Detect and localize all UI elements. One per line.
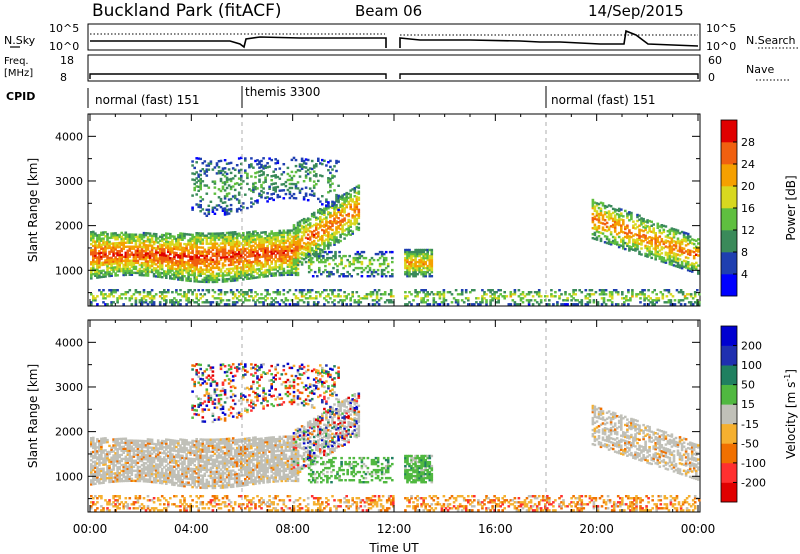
colorbar-tick-label: 24	[741, 158, 755, 171]
nsky-label: N.Sky	[4, 34, 36, 47]
cpid-segment-label: normal (fast) 151	[95, 93, 199, 107]
x-tick-label: 16:00	[478, 522, 513, 536]
colorbar-swatch	[721, 230, 737, 253]
colorbar-swatch	[721, 164, 737, 187]
freq-label: Freq.	[4, 56, 29, 67]
cpid-segment-label: normal (fast) 151	[551, 93, 655, 107]
colorbar-swatch	[721, 423, 737, 444]
colorbar-tick-label: 15	[741, 398, 755, 411]
colorbar-tick-label: -50	[741, 437, 759, 450]
colorbar-label: Velocity [m s-1]	[783, 369, 798, 459]
colorbar-swatch	[721, 326, 737, 346]
y-tick-label: 4000	[55, 336, 83, 349]
nsearch-label: N.Search	[746, 34, 796, 47]
freq-tick-bottom: 8	[60, 71, 67, 84]
y-tick-label: 4000	[55, 130, 83, 143]
y-tick-label: 1000	[55, 470, 83, 483]
scatter-cells	[90, 156, 701, 306]
nsearch-tick-top: 10^5	[706, 22, 736, 35]
colorbar-swatch	[721, 186, 737, 209]
nave-tick-bottom: 0	[708, 71, 715, 84]
time-axis: 00:00 04:00 08:00 12:00 16:00 20:00 00:00	[73, 522, 716, 536]
colorbar-swatch	[721, 274, 737, 297]
colorbar-label: Power [dB]	[784, 175, 798, 240]
beam-title: Beam 06	[355, 2, 422, 20]
colorbar-tick-label: 28	[741, 136, 755, 149]
y-tick-label: 2000	[55, 220, 83, 233]
colorbar-swatch	[721, 462, 737, 483]
colorbar-tick-label: 8	[741, 246, 748, 259]
y-tick-label: 2000	[55, 426, 83, 439]
colorbar-swatch	[721, 443, 737, 464]
colorbar-swatch	[721, 208, 737, 231]
velocity-colorbar: -200 -100 -50 -15 15 50 100 200 Velocity [m s-1]	[720, 325, 798, 503]
scatter-cells	[90, 362, 701, 512]
colorbar-tick-label: -200	[741, 476, 766, 489]
power-panel: 1000 2000 3000 4000 Slant Range [km] 4 8 12 16 20…	[26, 113, 798, 307]
colorbar-tick-label: 50	[741, 379, 755, 392]
x-tick-label: 00:00	[681, 522, 716, 536]
power-colorbar: 4 8 12 16 20 24 28 Power [dB]	[720, 119, 798, 297]
colorbar-tick-label: 16	[741, 202, 755, 215]
x-tick-label: 20:00	[579, 522, 614, 536]
colorbar-tick-label: 20	[741, 180, 755, 193]
velocity-panel: 1000 2000 3000 4000 Slant Range [km] -200 -100…	[26, 319, 798, 513]
nave-label: Nave	[746, 63, 774, 76]
colorbar-tick-label: -15	[741, 418, 759, 431]
y-axis-label: Slant Range [km]	[26, 364, 40, 468]
cpid-segment-label: themis 3300	[245, 85, 320, 99]
station-title: Buckland Park (fitACF)	[92, 1, 282, 21]
freq-tick-top: 18	[60, 54, 74, 67]
cpid-row: CPID normal (fast) 151 themis 3300 normal …	[6, 85, 655, 108]
colorbar-swatch	[721, 345, 737, 366]
colorbar-tick-label: 100	[741, 359, 762, 372]
x-tick-label: 04:00	[174, 522, 209, 536]
colorbar-swatch	[721, 482, 737, 503]
y-axis-label: Slant Range [km]	[26, 158, 40, 262]
colorbar-swatch	[721, 120, 737, 143]
x-tick-label: 08:00	[275, 522, 310, 536]
colorbar-tick-label: 200	[741, 340, 762, 353]
colorbar-swatch	[721, 365, 737, 385]
x-tick-label: 12:00	[377, 522, 412, 536]
y-tick-label: 3000	[55, 175, 83, 188]
y-tick-label: 1000	[55, 264, 83, 277]
colorbar-tick-label: 12	[741, 224, 755, 237]
cpid-label: CPID	[6, 90, 35, 103]
x-axis-label: Time UT	[368, 541, 419, 554]
colorbar-swatch	[721, 252, 737, 275]
nave-tick-top: 60	[708, 54, 722, 67]
frequency-panel: Freq. [MHz] 18 8 60 0 Nave	[4, 54, 790, 84]
colorbar-swatch	[721, 142, 737, 165]
date-title: 14/Sep/2015	[588, 2, 684, 20]
nsky-tick-bottom: 10^0	[49, 40, 79, 53]
x-tick-label: 00:00	[73, 522, 108, 536]
nsky-tick-top: 10^5	[49, 22, 79, 35]
colorbar-tick-label: -100	[741, 457, 766, 470]
colorbar-swatch	[721, 384, 737, 405]
colorbar-tick-label: 4	[741, 268, 748, 281]
noise-panel: N.Sky 10^5 10^0 N.Search 10^5 10^0	[4, 22, 798, 53]
nsearch-tick-bottom: 10^0	[706, 40, 736, 53]
freq-unit: [MHz]	[4, 68, 33, 79]
colorbar-swatch	[721, 404, 737, 425]
y-tick-label: 3000	[55, 381, 83, 394]
